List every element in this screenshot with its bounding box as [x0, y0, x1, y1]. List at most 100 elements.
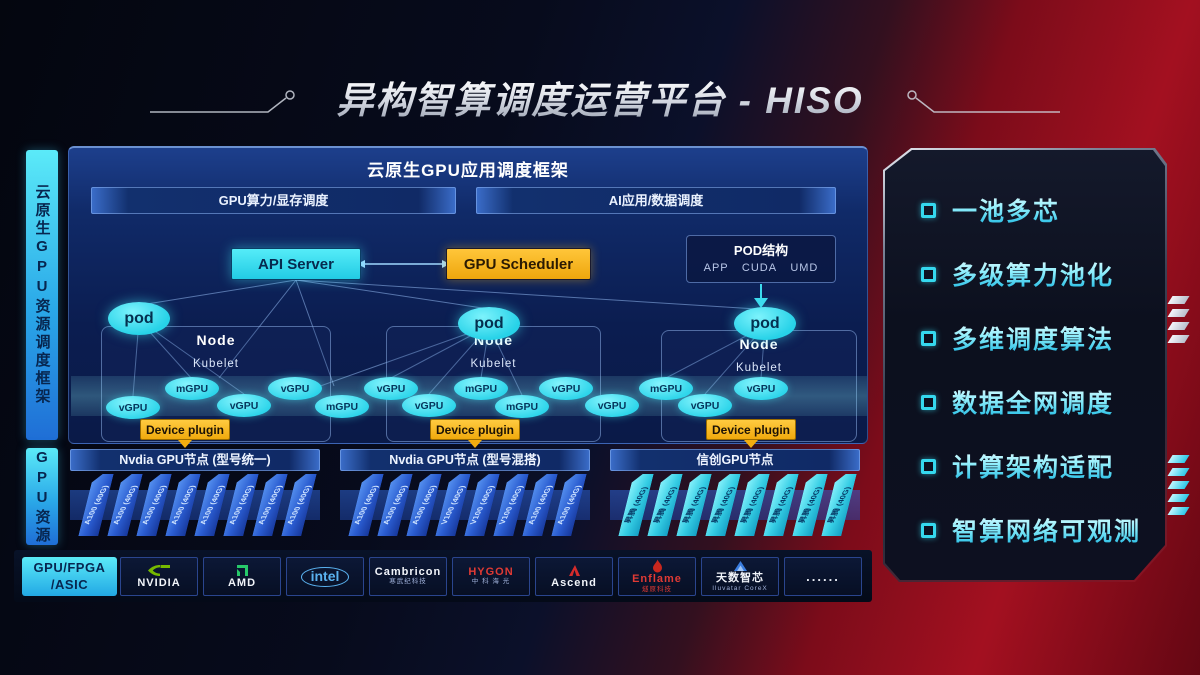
pod-ellipse-2[interactable]: pod [458, 307, 520, 340]
device-plugin-arrow-3 [744, 440, 758, 448]
feature-panel-border [883, 148, 1167, 582]
vendor-box-cambricon[interactable]: Cambricon 寒武纪科技 [369, 557, 447, 596]
gpu-unit-vgpu-1[interactable]: vGPU [106, 396, 160, 419]
bar-gpu-compute-scheduling[interactable]: GPU算力/显存调度 [91, 187, 456, 214]
square-bullet-icon [921, 522, 936, 538]
gpu-unit-vgpu-14[interactable]: vGPU [734, 377, 788, 400]
feature-item-6: 智算网络可观测 [921, 512, 1141, 548]
node-2-kubelet-label: Kubelet [470, 358, 517, 370]
pod-structure-box: POD结构 APP CUDA UMD [686, 235, 836, 283]
framework-title: 云原生GPU应用调度框架 [367, 161, 569, 180]
feature-item-3: 多维调度算法 [921, 320, 1114, 356]
gpu-unit-vgpu-6[interactable]: vGPU [364, 377, 418, 400]
gpu-unit-vgpu-4[interactable]: vGPU [268, 377, 322, 400]
square-bullet-icon [921, 330, 936, 346]
node-3-label: Node [739, 336, 779, 352]
gpu-unit-mgpu-8[interactable]: mGPU [454, 377, 508, 400]
gpu-unit-mgpu-5[interactable]: mGPU [315, 395, 369, 418]
gpu-unit-vgpu-7[interactable]: vGPU [402, 394, 456, 417]
amd-icon [236, 564, 248, 576]
vendor-label: AMD [227, 576, 257, 589]
nvidia-icon [148, 564, 170, 576]
feature-item-5: 计算架构适配 [921, 448, 1114, 484]
vendor-box-ascend[interactable]: Ascend [535, 557, 613, 596]
vendor-box-intel[interactable]: intel [286, 557, 364, 596]
gpu-unit-vgpu-3[interactable]: vGPU [217, 394, 271, 417]
vendor-label: Ascend [551, 576, 597, 589]
device-plugin-arrow-1 [178, 440, 192, 448]
feature-panel [885, 150, 1165, 580]
api-server-box[interactable]: API Server [231, 248, 361, 280]
gpu-unit-vgpu-10[interactable]: vGPU [539, 377, 593, 400]
vendor-sublabel: 中 科 海 光 [471, 578, 511, 586]
vendor-box-iluvatar[interactable]: 天数智芯 Iluvatar CoreX [701, 557, 779, 596]
feature-label: 多维调度算法 [952, 320, 1114, 356]
vendor-box-more[interactable]: ...... [784, 557, 862, 596]
hardware-line2: /ASIC [50, 576, 89, 592]
hardware-line1: GPU/FPGA [33, 560, 106, 576]
vendor-sublabel: Iluvatar CoreX [712, 584, 768, 592]
pod-structure-item-app: APP [703, 262, 729, 274]
device-plugin-1[interactable]: Device plugin [140, 419, 230, 440]
gpu-unit-mgpu-2[interactable]: mGPU [165, 377, 219, 400]
device-plugin-3[interactable]: Device plugin [706, 419, 796, 440]
vendor-box-amd[interactable]: AMD [203, 557, 281, 596]
square-bullet-icon [921, 266, 936, 282]
intel-logo-text: intel [300, 566, 350, 587]
more-vendors-label: ...... [806, 569, 840, 584]
bar-ai-data-scheduling[interactable]: AI应用/数据调度 [476, 187, 836, 214]
pod-structure-item-umd: UMD [790, 262, 819, 274]
rail-resource-label: GPU资源 [33, 448, 51, 545]
square-bullet-icon [921, 394, 936, 410]
feature-label: 智算网络可观测 [952, 512, 1141, 548]
feature-label: 数据全网调度 [952, 384, 1114, 420]
pod-structure-item-cuda: CUDA [741, 262, 778, 274]
vendor-label: Cambricon [374, 565, 442, 578]
rail-framework-label: 云原生GPU资源调度框架 [33, 184, 51, 406]
vendor-label: Enflame [632, 573, 682, 586]
pod-structure-title: POD结构 [733, 243, 789, 258]
framework-panel: 云原生GPU应用调度框架 GPU算力/显存调度 AI应用/数据调度 API Se… [68, 146, 868, 448]
gpu-scheduler-box[interactable]: GPU Scheduler [446, 248, 591, 280]
pod-ellipse-1[interactable]: pod [108, 302, 170, 335]
ascend-icon [568, 564, 580, 576]
hazard-stripes-upper [1167, 296, 1190, 343]
rail-cloud-native-framework: 云原生GPU资源调度框架 [26, 150, 58, 440]
feature-label: 一池多芯 [952, 192, 1060, 228]
gpu-unit-mgpu-12[interactable]: mGPU [639, 377, 693, 400]
vendor-box-nvidia[interactable]: NVIDIA [120, 557, 198, 596]
pod-structure-items: APP CUDA UMD [687, 259, 835, 274]
gpu-unit-mgpu-9[interactable]: mGPU [495, 395, 549, 418]
node-1-kubelet-label: Kubelet [192, 358, 239, 370]
device-plugin-2[interactable]: Device plugin [430, 419, 520, 440]
pod-ellipse-3[interactable]: pod [734, 307, 796, 340]
feature-item-4: 数据全网调度 [921, 384, 1114, 420]
gpu-group-header-3: 信创GPU节点 [610, 449, 860, 471]
gpu-group-header-1: Nvdia GPU节点 (型号统一) [70, 449, 320, 471]
page-title: 异构智算调度运营平台 - HISO [336, 70, 863, 124]
vendor-box-hygon[interactable]: HYGON 中 科 海 光 [452, 557, 530, 596]
vendor-sublabel: 燧原科技 [642, 585, 672, 593]
square-bullet-icon [921, 458, 936, 474]
feature-item-2: 多级算力池化 [921, 256, 1114, 292]
vendor-label: HYGON [468, 565, 514, 578]
feature-label: 计算架构适配 [952, 448, 1114, 484]
device-plugin-arrow-2 [468, 440, 482, 448]
page-title-area: 异构智算调度运营平台 - HISO [0, 70, 1200, 130]
iluvatar-icon [733, 561, 747, 572]
gpu-unit-vgpu-13[interactable]: vGPU [678, 394, 732, 417]
vendor-label: NVIDIA [137, 576, 181, 589]
gpu-group-header-2: Nvdia GPU节点 (型号混搭) [340, 449, 590, 471]
enflame-icon [652, 559, 662, 573]
hazard-stripes-lower [1167, 455, 1190, 515]
feature-item-1: 一池多芯 [921, 192, 1060, 228]
feature-label: 多级算力池化 [952, 256, 1114, 292]
node-1-label: Node [196, 332, 236, 348]
square-bullet-icon [921, 202, 936, 218]
rail-gpu-resource: GPU资源 [26, 448, 58, 545]
node-3-kubelet-label: Kubelet [735, 362, 782, 374]
vendor-box-enflame[interactable]: Enflame 燧原科技 [618, 557, 696, 596]
vendor-strip: GPU/FPGA /ASIC NVIDIA AMD intel Cambricon 寒武… [14, 550, 872, 602]
gpu-unit-vgpu-11[interactable]: vGPU [585, 394, 639, 417]
